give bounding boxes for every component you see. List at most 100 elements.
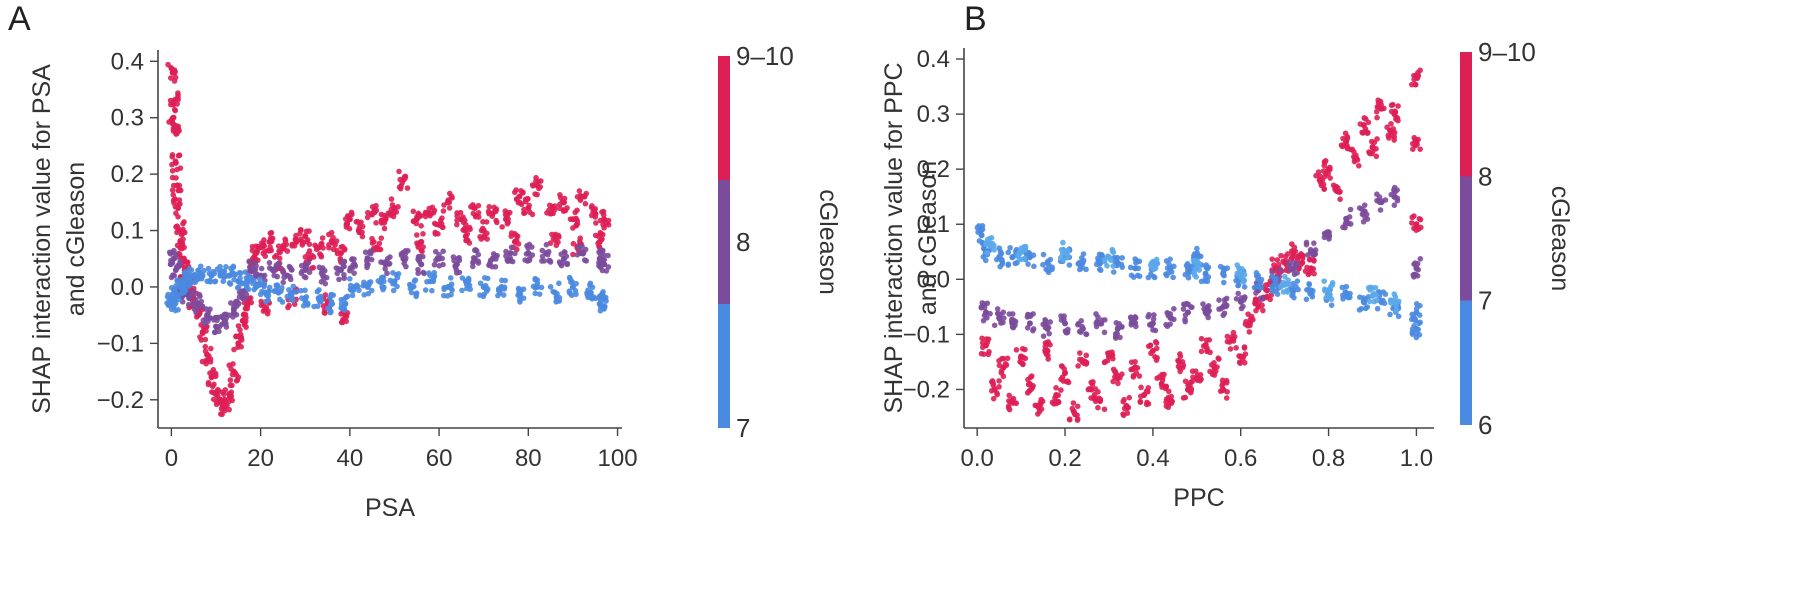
data-point — [517, 291, 524, 297]
data-point — [592, 211, 599, 218]
data-point — [394, 274, 401, 281]
data-point — [581, 193, 588, 199]
data-point — [1353, 152, 1359, 159]
data-point — [275, 260, 282, 267]
data-point — [979, 300, 986, 306]
data-point — [511, 189, 518, 196]
data-point — [380, 259, 387, 266]
data-point — [241, 311, 247, 317]
data-point — [997, 252, 1004, 259]
panel-b: B 0.4 0.3 0.2 0.1 0.0 −0.1 −0.2 0.0 0.2 0.4 0.6 0.8… — [880, 0, 1804, 590]
data-point — [319, 235, 326, 241]
data-point — [426, 205, 433, 212]
data-point — [490, 251, 497, 257]
data-point — [530, 283, 537, 290]
data-point — [1184, 261, 1191, 267]
colorbar-title: cGleason — [814, 189, 842, 295]
data-point — [1182, 318, 1189, 325]
data-point — [567, 290, 573, 296]
data-point — [1013, 400, 1020, 407]
data-point — [536, 185, 542, 192]
data-point — [1228, 334, 1235, 340]
data-point — [1373, 108, 1380, 115]
data-point — [486, 262, 493, 268]
data-point — [300, 303, 307, 309]
data-point — [1385, 132, 1392, 139]
data-point — [486, 204, 493, 210]
data-point — [1214, 364, 1220, 370]
data-point — [1027, 374, 1034, 381]
data-point — [1004, 355, 1011, 362]
data-point — [381, 225, 388, 232]
data-point — [1060, 239, 1066, 246]
data-point — [459, 275, 466, 281]
data-point — [1144, 399, 1150, 406]
data-point — [316, 264, 323, 271]
data-point — [267, 237, 274, 244]
data-point — [1112, 368, 1118, 375]
data-point — [1196, 253, 1202, 260]
data-point — [570, 251, 576, 258]
data-point — [177, 237, 184, 244]
data-point — [1119, 255, 1125, 261]
data-point — [308, 265, 315, 271]
data-point — [603, 268, 610, 274]
data-point — [222, 387, 229, 393]
data-point — [1104, 263, 1110, 269]
data-point — [1300, 252, 1306, 259]
data-point — [570, 225, 576, 231]
data-point — [1311, 240, 1317, 246]
data-point — [1182, 378, 1189, 385]
data-point — [289, 243, 295, 249]
data-point — [1030, 327, 1036, 334]
data-point — [235, 344, 241, 350]
data-point — [278, 288, 284, 294]
data-point — [592, 232, 599, 239]
data-point — [479, 225, 486, 232]
data-point — [202, 336, 209, 343]
data-point — [577, 196, 584, 202]
data-point — [1392, 300, 1399, 306]
data-point — [1295, 254, 1302, 260]
data-point — [212, 329, 218, 335]
data-point — [1339, 284, 1346, 291]
data-point — [196, 291, 203, 298]
data-point — [359, 229, 365, 236]
data-point — [1310, 257, 1317, 263]
data-point — [169, 152, 176, 158]
data-point — [1182, 312, 1189, 318]
data-point — [302, 297, 308, 304]
data-point — [1284, 281, 1290, 287]
data-point — [306, 269, 313, 276]
data-point — [376, 246, 382, 252]
data-point — [321, 310, 328, 316]
data-point — [1090, 379, 1096, 385]
data-point — [1275, 261, 1282, 268]
data-point — [1025, 261, 1031, 267]
data-point — [1180, 395, 1187, 401]
data-point — [1189, 378, 1196, 385]
data-point — [1136, 258, 1143, 265]
data-point — [1373, 292, 1379, 298]
colorbar-label: 8 — [736, 227, 750, 257]
data-point — [464, 231, 471, 237]
data-point — [576, 188, 583, 194]
data-point — [418, 223, 424, 229]
data-point — [518, 188, 524, 194]
data-point — [313, 246, 320, 253]
data-point — [516, 297, 523, 303]
data-point — [1128, 359, 1135, 365]
data-point — [251, 277, 257, 284]
data-point — [254, 271, 260, 277]
data-point — [174, 264, 181, 271]
data-point — [1414, 75, 1421, 81]
data-point — [1101, 329, 1108, 336]
data-point — [276, 248, 282, 254]
data-point — [1335, 188, 1342, 194]
series-9–10 — [165, 61, 612, 418]
data-point — [1191, 272, 1198, 278]
data-point — [246, 264, 253, 270]
data-point — [410, 218, 417, 224]
data-point — [167, 75, 174, 81]
data-point — [1259, 302, 1265, 309]
